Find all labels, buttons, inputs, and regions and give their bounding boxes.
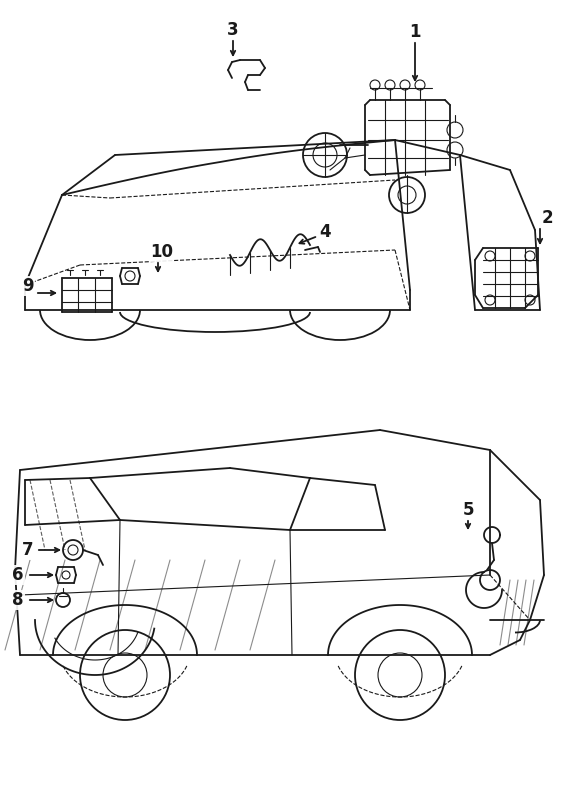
Text: 9: 9 (22, 277, 34, 295)
Text: 3: 3 (227, 21, 239, 39)
Text: 5: 5 (462, 501, 474, 519)
Text: 2: 2 (541, 209, 553, 227)
Text: 1: 1 (409, 23, 421, 41)
Text: 7: 7 (22, 541, 34, 559)
Text: 10: 10 (151, 243, 174, 261)
Text: 4: 4 (319, 223, 331, 241)
Text: 8: 8 (12, 591, 24, 609)
Text: 6: 6 (12, 566, 24, 584)
